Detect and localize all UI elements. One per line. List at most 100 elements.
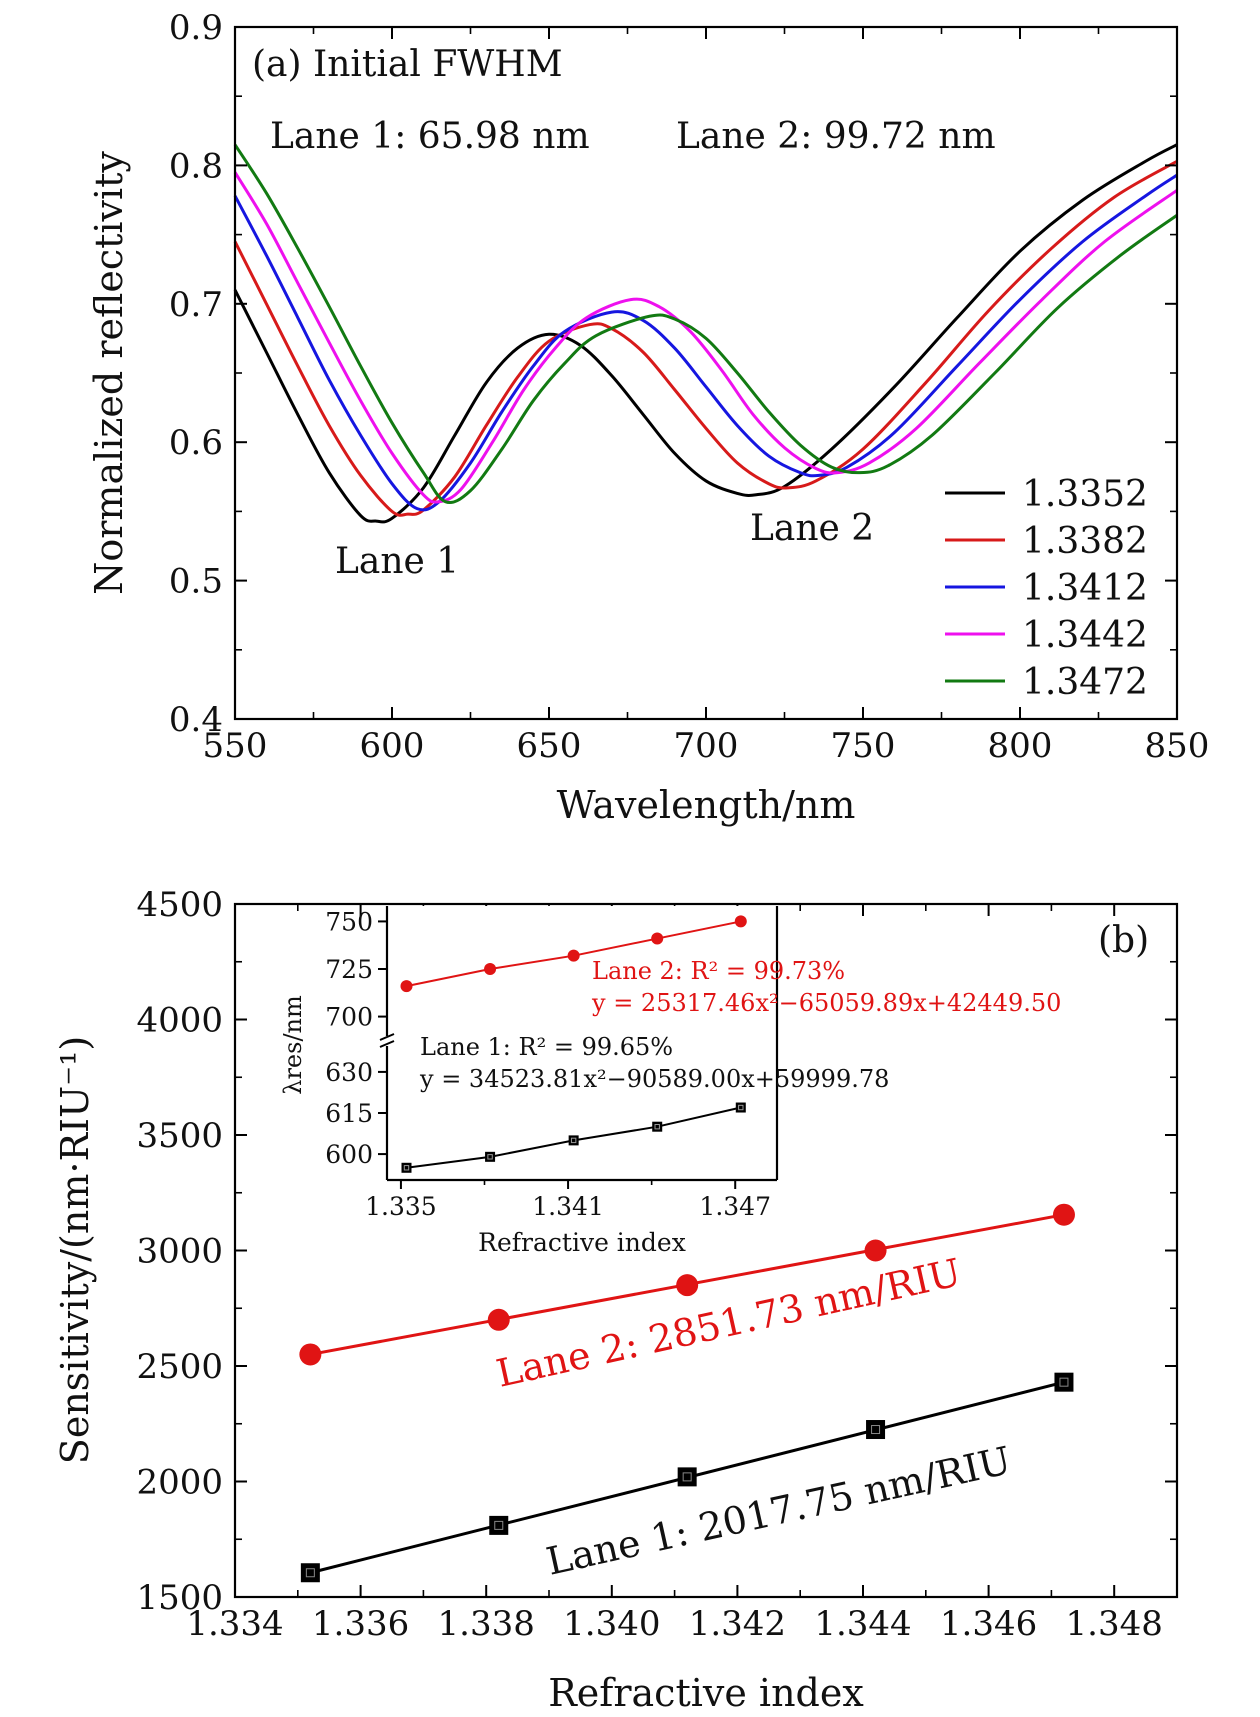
inset-x-axis-label: Refractive index	[478, 1228, 686, 1257]
panel-a-x-tick-label: 650	[517, 726, 582, 766]
panel-b-scatter-chart: 1.334 1.336 1.338 1.340 1.342 1.344 1.346 1.348…	[53, 885, 1179, 1715]
sensitivity-lane1-point	[300, 1563, 320, 1583]
reflectivity-curve-1-3442	[233, 171, 1178, 504]
sensitivity-lane1-point	[489, 1515, 509, 1535]
panel-b-x-tick-label: 1.348	[1066, 1604, 1163, 1644]
inset-lane1-point	[401, 1162, 412, 1173]
legend-label-1-3382: 1.3382	[1022, 521, 1148, 562]
inset-lane1-point	[568, 1135, 579, 1146]
panel-b-y-tick-label: 4000	[136, 1001, 223, 1041]
inset-lane1-point-inner	[403, 1165, 410, 1171]
sensitivity-lane1-point	[1054, 1372, 1074, 1392]
panel-a-x-tick-label: 750	[831, 726, 896, 766]
inset-y-tick-label: 750	[325, 907, 373, 936]
inset-y-tick-label: 615	[325, 1099, 373, 1128]
legend-label-1-3442: 1.3442	[1022, 615, 1148, 656]
inset-lane1-point-inner	[654, 1123, 660, 1130]
inset-lane2-point	[400, 980, 413, 993]
inset-lane1-point-inner	[738, 1104, 744, 1111]
panel-a-x-axis-label: Wavelength/nm	[557, 783, 856, 827]
lane1-sensitivity-label: Lane 1: 2017.75 nm/RIU	[542, 1438, 1014, 1584]
inset-lane1-point-inner	[570, 1137, 577, 1144]
inset-lane1-point	[652, 1121, 663, 1132]
panel-b-x-tick-label: 1.334	[186, 1604, 283, 1644]
panel-a-y-tick-label: 0.8	[169, 146, 223, 186]
panel-b-x-tick-label: 1.338	[438, 1604, 535, 1644]
legend-label-1-3352: 1.3352	[1022, 474, 1148, 515]
sensitivity-lane1-point-inner	[871, 1425, 881, 1435]
panel-b-x-tick-label: 1.344	[814, 1604, 911, 1644]
reflectivity-curve-1-3472	[233, 143, 1178, 504]
panel-a-line-chart: 550 600 650 700 750 800 8500.40.50.60.70.80.9 …	[87, 8, 1209, 827]
sensitivity-lane2-point	[676, 1274, 699, 1297]
dip-lane2-label: Lane 2	[750, 508, 874, 549]
dip-lane1-label: Lane 1	[335, 541, 459, 582]
inset-series	[400, 915, 747, 1173]
sensitivity-lane1-point	[866, 1420, 886, 1440]
inset-lane2-equation: y = 25317.46x²−65059.89x+42449.50	[591, 989, 1061, 1017]
sensitivity-lane2-point	[1052, 1203, 1075, 1226]
panel-a-y-axis-label: Normalized reflectivity	[87, 151, 131, 595]
panel-a-y-tick-label: 0.9	[169, 8, 223, 48]
panel-b-ticks: 1.334 1.336 1.338 1.340 1.342 1.344 1.346 1.348…	[136, 885, 1177, 1644]
inset-lane1-point	[485, 1151, 496, 1162]
inset-y-axis-label: λres/nm	[279, 995, 307, 1095]
panel-b-y-tick-label: 1500	[136, 1578, 223, 1618]
inset-lane2-r2: Lane 2: R² = 99.73%	[592, 957, 845, 985]
fwhm-lane2-annotation: Lane 2: 99.72 nm	[676, 116, 996, 157]
inset-y-tick-label: 700	[325, 1003, 373, 1032]
panel-a-x-tick-label: 850	[1145, 726, 1210, 766]
panel-b-x-axis-label: Refractive index	[548, 1671, 864, 1715]
panel-a-curves	[233, 143, 1178, 524]
sensitivity-lane1-point	[677, 1467, 697, 1487]
inset-y-tick-label: 725	[325, 955, 373, 984]
panel-b-x-tick-label: 1.340	[563, 1604, 660, 1644]
legend-label-1-3412: 1.3412	[1022, 568, 1148, 609]
sensitivity-lane1-point-inner	[682, 1472, 692, 1482]
panel-b-x-tick-label: 1.342	[689, 1604, 786, 1644]
inset-lane2-point	[567, 949, 580, 962]
inset-chart: 1.335 1.341 1.347 700 725 750 600 615 630 Lane 2…	[279, 906, 1061, 1257]
panel-b-y-tick-label: 3000	[136, 1232, 223, 1272]
inset-x-tick-label: 1.341	[532, 1192, 604, 1221]
panel-a-x-tick-label: 600	[360, 726, 425, 766]
panel-a-ticks: 550 600 650 700 750 800 850 0.4 0.5 0.6 0.7 0.8 0.9	[169, 8, 1210, 766]
panel-b-y-axis-label: Sensitivity/(nm·RIU⁻¹)	[53, 1036, 97, 1464]
reflectivity-curve-1-3382	[233, 159, 1178, 517]
lane2-sensitivity-label: Lane 2: 2851.73 nm/RIU	[492, 1250, 964, 1396]
inset-lane1-point-inner	[487, 1154, 493, 1160]
sensitivity-lane1-point-inner	[494, 1520, 504, 1530]
panel-b-x-tick-label: 1.346	[940, 1604, 1037, 1644]
panel-a-y-tick-label: 0.6	[169, 423, 223, 463]
inset-ticks: 1.335 1.341 1.347 700 725 750 600 615 630	[325, 907, 771, 1221]
inset-lane2-point	[734, 915, 747, 928]
inset-x-tick-label: 1.347	[699, 1192, 771, 1221]
panel-a-legend: 1.3352 1.3382 1.3412 1.3442 1.3472	[945, 474, 1148, 703]
inset-y-tick-label: 600	[325, 1140, 373, 1169]
sensitivity-lane2-point	[864, 1239, 887, 1262]
reflectivity-curve-1-3352	[233, 143, 1178, 524]
panel-a-x-tick-label: 550	[203, 726, 268, 766]
panel-b-y-tick-label: 2500	[136, 1347, 223, 1387]
inset-lane1-r2: Lane 1: R² = 99.65%	[420, 1033, 673, 1061]
sensitivity-lane2-point	[299, 1343, 322, 1366]
sensitivity-lane2-point	[487, 1308, 510, 1331]
panel-a-y-tick-label: 0.7	[169, 285, 223, 325]
inset-y-tick-label: 630	[325, 1058, 373, 1087]
panel-a-x-tick-label: 700	[674, 726, 739, 766]
panel-b-series	[299, 1203, 1075, 1583]
panel-b-label: (b)	[1098, 920, 1149, 961]
inset-lane2-point	[651, 932, 664, 945]
panel-a-y-tick-label: 0.4	[169, 700, 223, 740]
sensitivity-lane1-point-inner	[1059, 1377, 1069, 1387]
sensitivity-lane1-point-inner	[305, 1568, 315, 1578]
panel-a-y-tick-label: 0.5	[169, 562, 223, 602]
panel-b-y-tick-label: 3500	[136, 1116, 223, 1156]
inset-lane1-point	[735, 1102, 746, 1113]
panel-b-y-tick-label: 4500	[136, 885, 223, 925]
inset-lane1-equation: y = 34523.81x²−90589.00x+59999.78	[419, 1065, 889, 1093]
fwhm-lane1-annotation: Lane 1: 65.98 nm	[270, 116, 590, 157]
panel-b-y-tick-label: 2000	[136, 1463, 223, 1503]
panel-b-x-tick-label: 1.336	[312, 1604, 409, 1644]
inset-lane2-point	[484, 963, 497, 975]
